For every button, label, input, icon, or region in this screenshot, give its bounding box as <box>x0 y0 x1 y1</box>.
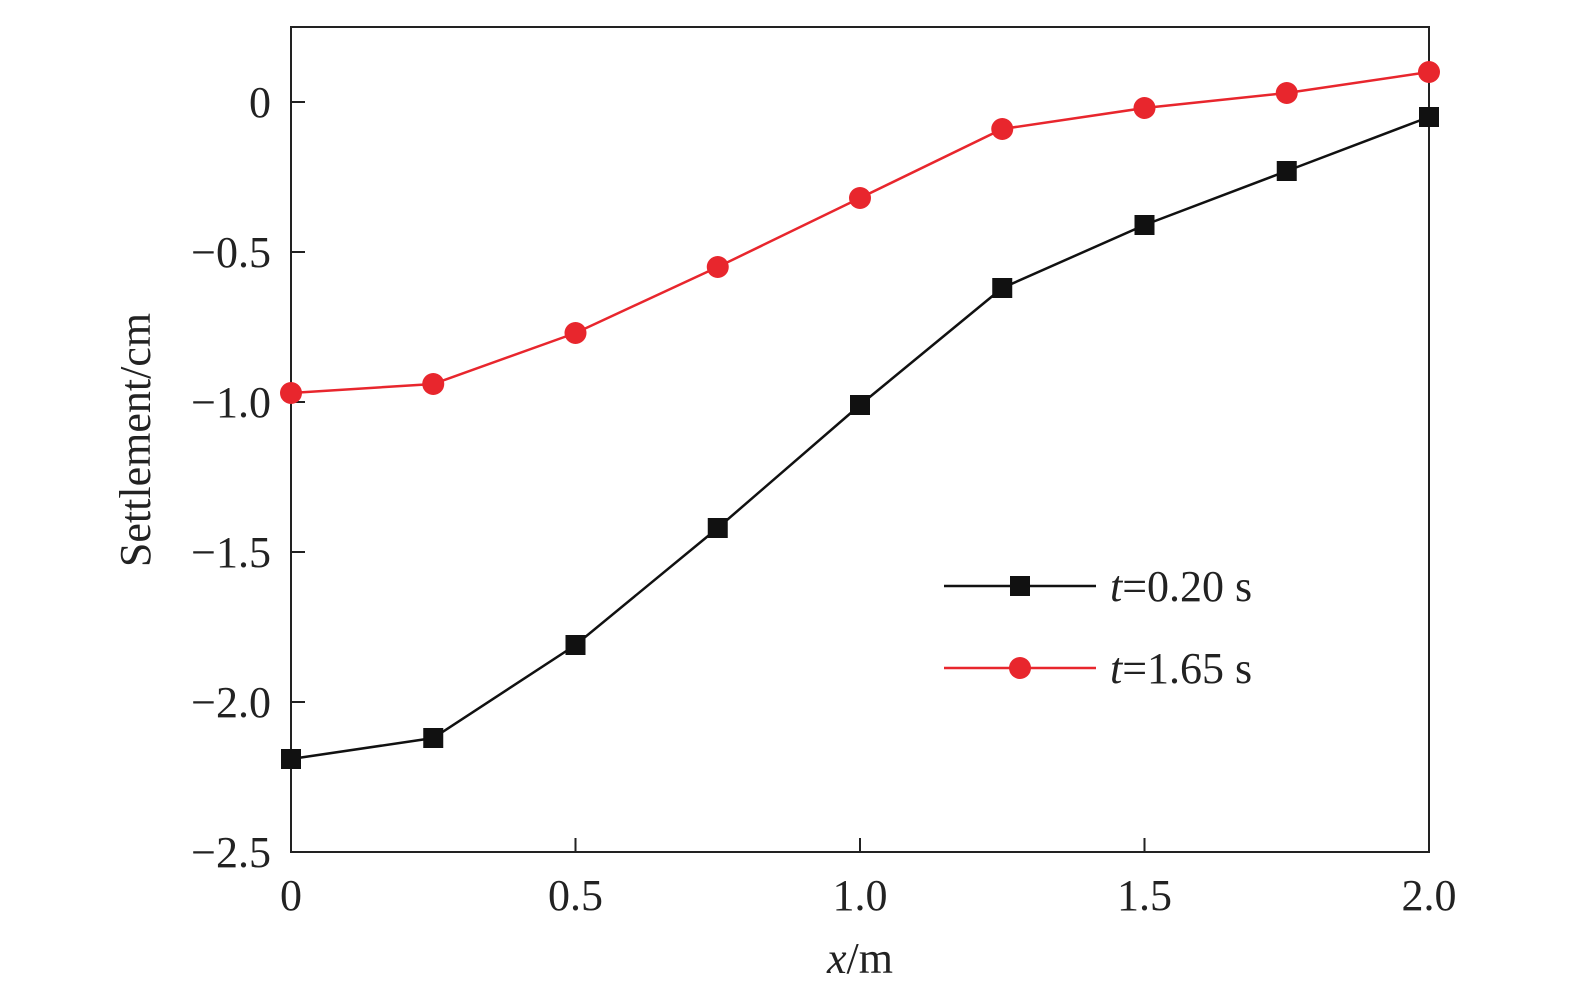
legend-label-var: t <box>1110 644 1124 693</box>
series-layer <box>280 61 1440 769</box>
data-point-square <box>1134 215 1155 235</box>
data-point-square <box>1419 107 1439 127</box>
data-point-circle <box>422 373 445 395</box>
y-tick-label: −2.5 <box>191 828 271 877</box>
data-point-square <box>423 728 444 748</box>
legend-marker-circle <box>1009 657 1031 679</box>
x-tick-label: 0.5 <box>548 871 603 920</box>
data-point-square <box>1276 161 1297 181</box>
y-tick-label: 0 <box>249 78 271 127</box>
data-point-circle <box>280 382 302 404</box>
legend: t=0.20 st=1.65 s <box>944 562 1252 693</box>
legend-marker-square <box>1010 576 1030 596</box>
y-axis-ticks: 0 −0.5 −1.0 −1.5 −2.0 −2.5 <box>191 78 305 877</box>
x-axis-title-unit: /m <box>847 934 893 983</box>
data-point-square <box>992 278 1013 298</box>
legend-label-value: =0.20 s <box>1122 562 1252 611</box>
data-point-circle <box>564 322 587 344</box>
data-point-circle <box>1275 82 1298 104</box>
y-tick-label: −2.0 <box>191 678 271 727</box>
x-axis-ticks: 0 0.5 1.0 1.5 2.0 <box>280 838 1457 920</box>
y-tick-label: −0.5 <box>191 228 271 277</box>
y-tick-label: −1.5 <box>191 528 271 577</box>
x-tick-label: 2.0 <box>1402 871 1457 920</box>
x-tick-label: 1.0 <box>833 871 888 920</box>
x-axis-title-var: x <box>826 934 847 983</box>
y-tick-label: −1.0 <box>191 378 271 427</box>
series-line-0 <box>290 115 1430 761</box>
series-line-1 <box>290 70 1430 395</box>
data-point-circle <box>849 187 871 209</box>
data-point-square <box>565 635 586 655</box>
legend-label-value: =1.65 s <box>1122 644 1252 693</box>
data-point-circle <box>1133 97 1156 119</box>
plot-frame <box>290 26 1430 853</box>
data-point-circle <box>991 118 1014 140</box>
y-axis-title: Settlement/cm <box>111 313 160 567</box>
legend-label-var: t <box>1110 562 1124 611</box>
x-tick-label: 1.5 <box>1117 871 1172 920</box>
data-point-square <box>707 518 728 538</box>
data-point-square <box>281 749 301 769</box>
x-tick-label: 0 <box>280 871 302 920</box>
data-point-square <box>850 395 870 415</box>
legend-label-1: t=1.65 s <box>1110 644 1252 693</box>
x-axis-title: x/m <box>826 934 893 983</box>
legend-label-0: t=0.20 s <box>1110 562 1252 611</box>
data-point-circle <box>706 256 729 278</box>
data-point-circle <box>1418 61 1440 83</box>
